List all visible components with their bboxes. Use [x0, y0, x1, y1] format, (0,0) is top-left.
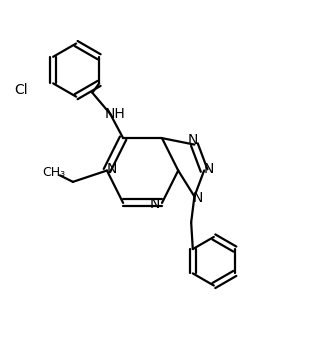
Text: N: N — [150, 196, 160, 211]
Text: N: N — [188, 133, 198, 147]
Text: N: N — [204, 162, 214, 176]
Text: Cl: Cl — [14, 82, 28, 97]
Text: CH₃: CH₃ — [42, 166, 65, 179]
Text: N: N — [192, 191, 203, 205]
Text: NH: NH — [105, 107, 125, 121]
Text: N: N — [107, 162, 117, 176]
